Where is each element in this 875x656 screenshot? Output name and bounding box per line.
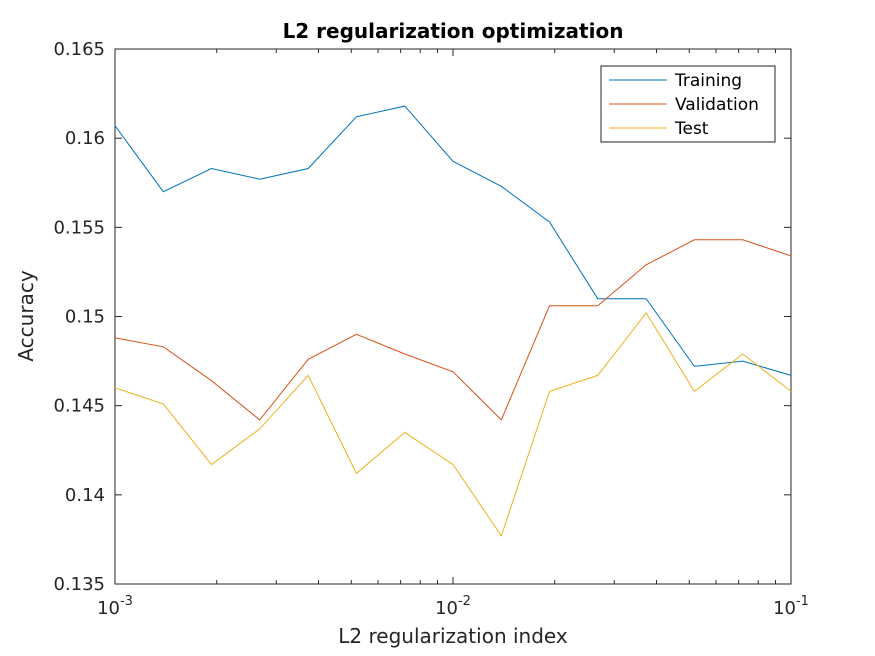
y-tick-label: 0.15 (65, 307, 105, 328)
legend-label-test: Test (674, 119, 709, 139)
series-line-training (114, 105, 792, 376)
y-tick-label: 0.135 (53, 574, 105, 595)
y-tick-label: 0.165 (53, 39, 105, 60)
y-tick-label: 0.155 (53, 217, 105, 238)
y-tick-label: 0.14 (65, 485, 105, 506)
x-tick-label: 10-2 (435, 594, 471, 619)
y-tick-label: 0.16 (65, 128, 105, 149)
y-axis-label: Accuracy (14, 270, 38, 361)
x-tick-base: 10 (773, 598, 796, 619)
series-line-test (114, 312, 792, 538)
x-tick-exponent: -3 (120, 594, 133, 609)
series-line-validation (114, 239, 792, 421)
chart-title: L2 regularization optimization (283, 19, 624, 43)
legend: Training Validation Test (600, 65, 776, 143)
x-tick-label: 10-3 (97, 594, 133, 619)
x-tick-base: 10 (97, 598, 120, 619)
x-tick-exponent: -1 (796, 594, 809, 609)
series-lines (114, 105, 792, 538)
x-tick-base: 10 (435, 598, 458, 619)
x-axis-label: L2 regularization index (338, 624, 568, 648)
legend-label-validation: Validation (675, 95, 759, 115)
x-tick-exponent: -2 (458, 594, 471, 609)
legend-label-training: Training (674, 71, 742, 91)
x-tick-label: 10-1 (773, 594, 809, 619)
y-tick-label: 0.145 (53, 396, 105, 417)
